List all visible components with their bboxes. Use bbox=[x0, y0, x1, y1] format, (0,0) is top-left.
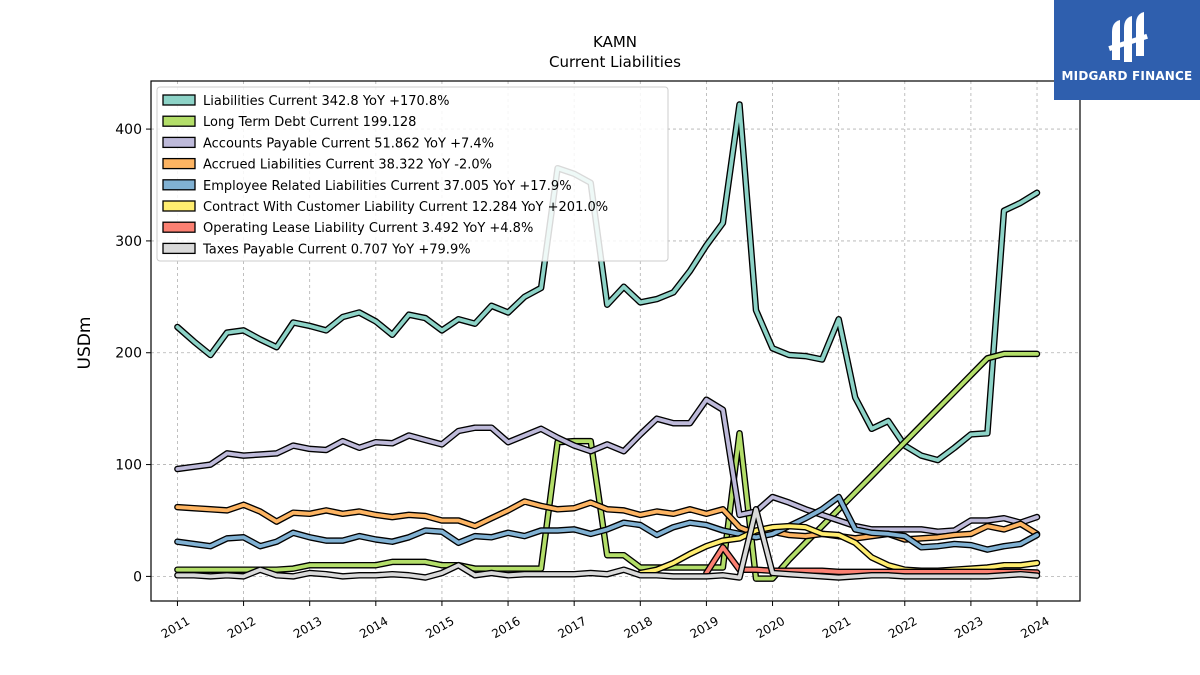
x-tick-label: 2015 bbox=[423, 614, 456, 641]
legend-swatch bbox=[162, 242, 196, 255]
series-layer bbox=[174, 101, 1041, 582]
x-tick-label: 2021 bbox=[820, 614, 853, 641]
x-tick-label: 2023 bbox=[952, 614, 985, 641]
series-contract-with-customer-liability-current bbox=[637, 522, 1041, 577]
x-tick-label: 2011 bbox=[159, 614, 192, 641]
chart-subtitle: Current Liabilities bbox=[549, 53, 681, 71]
series-line bbox=[175, 507, 1039, 580]
legend: Liabilities Current 342.8 YoY +170.8% Lon… bbox=[156, 86, 669, 262]
legend-swatch bbox=[162, 115, 196, 127]
y-tick-label: 300 bbox=[115, 234, 142, 250]
x-tick-label: 2019 bbox=[688, 614, 721, 641]
series-line bbox=[175, 495, 1039, 552]
legend-swatch bbox=[162, 179, 196, 191]
chart-title: KAMN bbox=[593, 33, 637, 51]
series-line bbox=[175, 397, 1039, 534]
legend-swatch bbox=[162, 94, 196, 106]
y-tick-label: 400 bbox=[115, 122, 142, 138]
brand-logo: MIDGARD FINANCE bbox=[1054, 0, 1200, 100]
series-line bbox=[638, 524, 1039, 575]
series-liabilities-current bbox=[174, 101, 1041, 464]
x-tick-label: 2018 bbox=[622, 614, 655, 641]
legend-swatch bbox=[162, 157, 196, 170]
series-line bbox=[175, 352, 1039, 581]
x-tick-label: 2013 bbox=[291, 614, 324, 641]
series-taxes-payable-current bbox=[174, 506, 1041, 581]
x-tick-label: 2022 bbox=[886, 614, 919, 641]
series-operating-lease-liability-current bbox=[703, 544, 1041, 577]
legend-swatch bbox=[162, 221, 196, 233]
legend-label: Long Term Debt Current 199.128 bbox=[203, 115, 416, 130]
legend-label: Accounts Payable Current 51.862 YoY +7.4… bbox=[203, 136, 494, 151]
x-tick-label: 2024 bbox=[1018, 614, 1051, 641]
legend-label: Taxes Payable Current 0.707 YoY +79.9% bbox=[202, 242, 471, 257]
series-line bbox=[175, 102, 1039, 462]
legend-label: Accrued Liabilities Current 38.322 YoY -… bbox=[203, 158, 492, 173]
legend-swatch bbox=[162, 136, 196, 149]
series-accounts-payable-current bbox=[174, 396, 1041, 535]
y-tick-label: 100 bbox=[115, 458, 142, 474]
series-long-term-debt-current bbox=[174, 350, 1041, 582]
x-tick-label: 2017 bbox=[555, 614, 588, 641]
series-employee-related-liabilities-current bbox=[174, 493, 1041, 553]
plot-frame bbox=[150, 80, 1081, 602]
legend-frame bbox=[156, 86, 669, 262]
brand-name: MIDGARD FINANCE bbox=[1061, 69, 1193, 83]
legend-label: Liabilities Current 342.8 YoY +170.8% bbox=[203, 94, 450, 109]
x-tick-label: 2020 bbox=[754, 614, 787, 641]
y-axis-label: USDm bbox=[75, 317, 95, 370]
legend-label: Contract With Customer Liability Current… bbox=[203, 200, 608, 215]
y-tick-label: 0 bbox=[133, 569, 142, 585]
x-tick-label: 2012 bbox=[225, 614, 258, 641]
series-line bbox=[704, 545, 1039, 575]
x-tick-label: 2016 bbox=[489, 614, 522, 641]
legend-label: Operating Lease Liability Current 3.492 … bbox=[203, 221, 533, 236]
y-tick-label: 200 bbox=[115, 346, 142, 362]
midgard-logo-icon bbox=[1108, 12, 1148, 62]
x-tick-label: 2014 bbox=[357, 614, 390, 641]
legend-swatch bbox=[162, 200, 196, 212]
legend-label: Employee Related Liabilities Current 37.… bbox=[203, 179, 572, 194]
